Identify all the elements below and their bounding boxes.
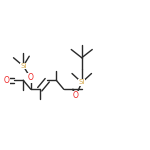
Text: Si: Si [20, 63, 26, 69]
Text: Si: Si [79, 80, 85, 85]
Text: O: O [4, 76, 10, 85]
Text: O: O [73, 92, 79, 100]
Text: O: O [28, 74, 34, 82]
